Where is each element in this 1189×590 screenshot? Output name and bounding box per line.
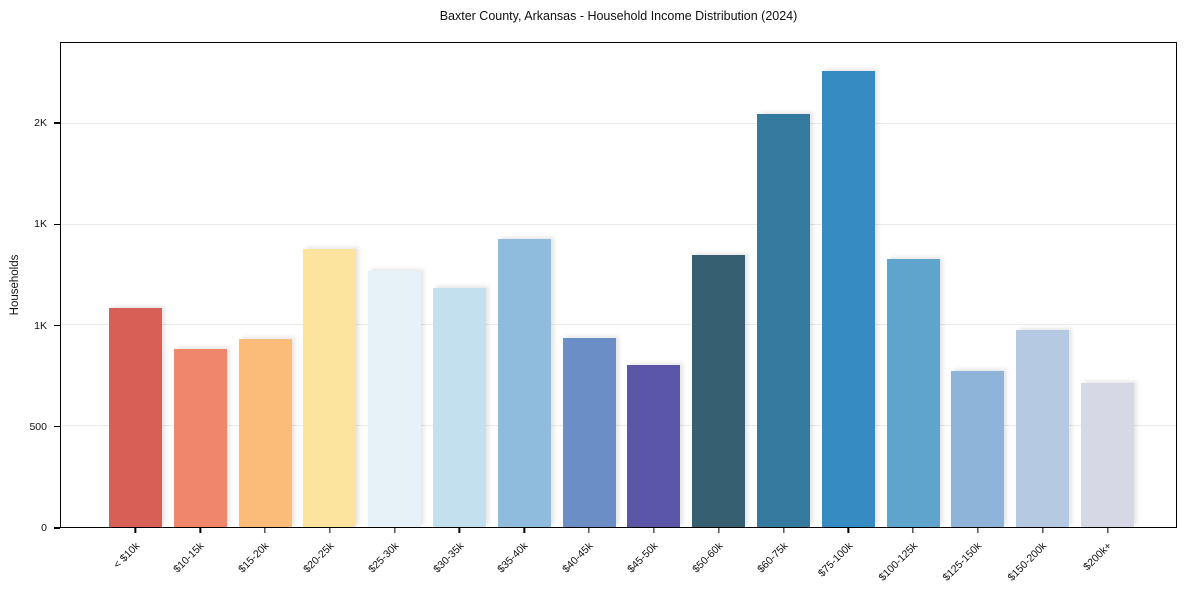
x-tick-label: $35-40k xyxy=(495,540,531,576)
bar-9 xyxy=(627,364,681,527)
x-tick-label: $30-35k xyxy=(430,540,466,576)
y-tick-label: 500 xyxy=(29,420,47,433)
x-tick xyxy=(1106,527,1109,533)
bar-1 xyxy=(108,308,162,527)
x-tick xyxy=(588,527,590,533)
y-tick xyxy=(54,122,60,124)
bar-11 xyxy=(757,113,811,527)
x-tick-label: $60-75k xyxy=(754,540,791,576)
bar-3 xyxy=(238,339,292,527)
bar-slot xyxy=(557,43,622,527)
bar-12 xyxy=(821,71,875,527)
x-tick xyxy=(134,527,137,533)
y-tick xyxy=(54,527,60,529)
x-tick xyxy=(394,527,396,533)
bars xyxy=(103,43,1140,527)
gridline xyxy=(61,324,1176,326)
bar-14 xyxy=(951,370,1005,527)
y-tick-label: 1K xyxy=(34,319,47,332)
bar-10 xyxy=(692,254,746,527)
y-tick xyxy=(54,426,60,428)
x-tick-label: $75-100k xyxy=(815,540,855,580)
x-tick-label: $10-15k xyxy=(171,540,207,576)
x-tick xyxy=(264,527,266,533)
bar-slot xyxy=(622,43,687,527)
gridline xyxy=(61,223,1176,225)
bar-slot xyxy=(946,43,1011,527)
x-tick xyxy=(653,527,655,533)
bar-2 xyxy=(173,348,227,527)
x-tick xyxy=(977,527,979,533)
x-tick-label: $100-125k xyxy=(876,540,920,584)
bar-4 xyxy=(303,248,357,527)
y-tick-label: 1K xyxy=(34,218,47,231)
x-tick-label: $25-30k xyxy=(365,540,402,576)
bar-13 xyxy=(886,258,940,527)
gridlines xyxy=(61,43,1176,527)
x-tick xyxy=(718,527,720,533)
bar-8 xyxy=(562,338,616,527)
y-axis: 0 500 1K 1K 2K xyxy=(0,42,60,534)
x-tick-label: $50-60k xyxy=(689,540,726,576)
bar-slot xyxy=(1075,43,1140,527)
x-tick xyxy=(523,527,525,533)
x-tick xyxy=(329,527,331,533)
x-tick xyxy=(847,527,849,533)
bar-6 xyxy=(432,288,486,527)
bar-slot xyxy=(686,43,751,527)
bar-slot xyxy=(362,43,427,527)
bar-slot xyxy=(103,43,168,527)
chart-title: Baxter County, Arkansas - Household Inco… xyxy=(439,9,798,23)
x-tick xyxy=(1042,527,1044,533)
x-tick xyxy=(199,527,201,533)
plot-area: < $10k $10-15k $15-20k $20-25k $25-30k $30-35… xyxy=(60,42,1177,584)
bar-slot xyxy=(751,43,816,527)
x-tick-label: $40-45k xyxy=(560,540,596,576)
x-tick-label: $20-25k xyxy=(301,540,337,576)
bar-slot xyxy=(427,43,492,527)
x-ticks xyxy=(103,527,1140,534)
bar-slot xyxy=(816,43,881,527)
bar-5 xyxy=(368,270,422,527)
bar-slot xyxy=(492,43,557,527)
bar-slot xyxy=(233,43,298,527)
bar-slot xyxy=(168,43,233,527)
bar-15 xyxy=(1016,330,1070,527)
y-tick-label: 2K xyxy=(34,117,47,129)
x-tick-label: $150-200k xyxy=(1005,540,1050,584)
y-tick-label: 0 xyxy=(41,522,47,534)
gridline xyxy=(61,122,1176,124)
x-tick-label: $45-50k xyxy=(625,540,661,576)
x-tick xyxy=(458,527,461,533)
gridline xyxy=(61,425,1176,427)
y-tick xyxy=(54,324,60,327)
bar-slot xyxy=(1010,43,1075,527)
x-tick xyxy=(782,527,785,533)
bar-16 xyxy=(1081,382,1135,527)
bar-7 xyxy=(497,238,551,527)
y-tick xyxy=(54,223,60,225)
x-tick-label: $15-20k xyxy=(236,540,272,576)
x-tick-label: < $10k xyxy=(110,540,142,571)
bar-slot xyxy=(297,43,362,527)
x-tick-label: $200k+ xyxy=(1081,540,1115,574)
x-tick xyxy=(912,527,914,533)
x-tick-label: $125-150k xyxy=(940,540,985,584)
x-labels: < $10k $10-15k $15-20k $20-25k $25-30k $30-35… xyxy=(103,527,1140,589)
bar-slot xyxy=(881,43,946,527)
